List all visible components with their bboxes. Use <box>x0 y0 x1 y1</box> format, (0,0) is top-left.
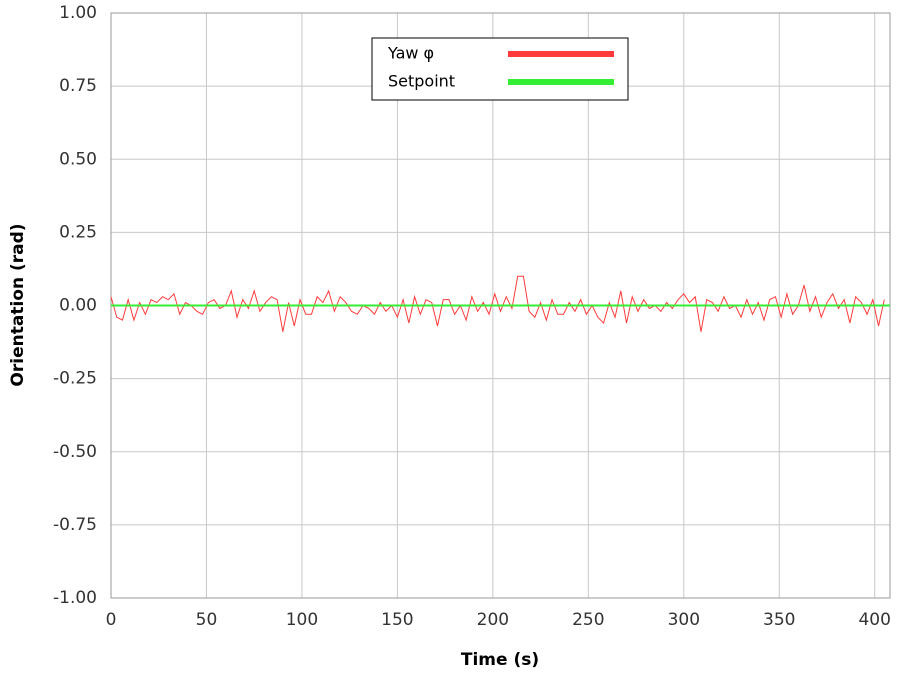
x-tick-label: 0 <box>106 610 117 630</box>
legend-label: Setpoint <box>388 72 455 91</box>
x-tick-label: 250 <box>572 610 604 630</box>
x-tick-label: 50 <box>196 610 218 630</box>
x-tick-label: 400 <box>858 610 890 630</box>
line-series <box>110 275 885 332</box>
y-tick-label: 0.00 <box>59 296 97 316</box>
y-axis-label: Orientation (rad) <box>8 223 28 386</box>
x-tick-label: 100 <box>286 610 318 630</box>
x-tick-label: 200 <box>477 610 509 630</box>
y-tick-label: 0.75 <box>59 76 97 96</box>
x-axis-label: Time (s) <box>461 650 539 670</box>
x-tick-label: 300 <box>668 610 700 630</box>
legend-label: Yaw φ <box>387 44 434 63</box>
y-tick-label: -0.75 <box>53 515 97 535</box>
y-tick-label: 0.25 <box>59 222 97 242</box>
y-tick-label: -0.50 <box>53 442 97 462</box>
y-tick-label: -0.25 <box>53 369 97 389</box>
y-tick-label: 0.50 <box>59 149 97 169</box>
x-tick-label: 150 <box>381 610 413 630</box>
legend-box <box>371 37 629 101</box>
x-tick-label: 350 <box>763 610 795 630</box>
y-tick-label: 1.00 <box>59 3 97 23</box>
y-tick-label: -1.00 <box>53 588 97 608</box>
